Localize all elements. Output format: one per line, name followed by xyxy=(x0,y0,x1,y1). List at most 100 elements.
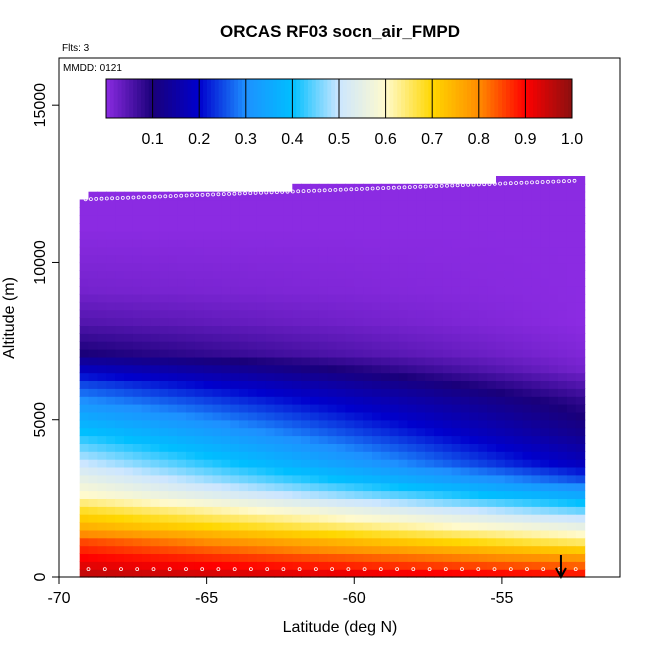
heatmap-cell xyxy=(97,207,107,216)
heatmap-cell xyxy=(442,404,453,413)
heatmap-cell xyxy=(221,364,231,374)
heatmap-cell xyxy=(372,474,382,484)
heatmap-cell xyxy=(513,569,524,578)
heatmap-cell xyxy=(230,427,240,437)
heatmap-cell xyxy=(558,380,568,389)
heatmap-cell xyxy=(177,231,187,240)
heatmap-cell xyxy=(372,325,382,334)
heatmap-cell xyxy=(265,466,276,476)
heatmap-cell xyxy=(248,301,258,311)
heatmap-cell xyxy=(558,482,568,492)
sample-point xyxy=(445,183,449,188)
heatmap-cell xyxy=(301,522,311,531)
heatmap-cell xyxy=(566,514,577,523)
heatmap-cell xyxy=(380,529,391,539)
heatmap-cell xyxy=(256,404,267,413)
heatmap-cell xyxy=(115,254,125,264)
heatmap-cell xyxy=(221,498,231,507)
heatmap-cell xyxy=(274,207,284,216)
heatmap-cell xyxy=(407,199,417,208)
heatmap-cell xyxy=(549,231,559,240)
heatmap-cell xyxy=(496,317,506,326)
heatmap-cell xyxy=(416,262,426,271)
heatmap-cell xyxy=(354,317,364,326)
heatmap-cell xyxy=(318,443,329,452)
heatmap-cell xyxy=(469,569,479,578)
heatmap-cell xyxy=(186,372,196,381)
heatmap-cell xyxy=(97,333,107,342)
heatmap-cell xyxy=(558,545,568,554)
heatmap-cell xyxy=(540,396,550,405)
heatmap-cell xyxy=(522,207,533,216)
heatmap-cell xyxy=(79,490,90,499)
heatmap-cell xyxy=(522,325,533,334)
heatmap-cell xyxy=(274,333,284,342)
heatmap-cell xyxy=(522,349,533,358)
heatmap-cell xyxy=(549,183,559,193)
heatmap-cell xyxy=(380,199,391,208)
heatmap-cell xyxy=(265,482,276,492)
heatmap-cell xyxy=(301,207,311,216)
heatmap-cell xyxy=(434,215,444,224)
heatmap-cell xyxy=(566,364,577,374)
heatmap-cell xyxy=(310,309,320,319)
heatmap-cell xyxy=(389,561,400,570)
heatmap-cell xyxy=(203,246,214,256)
chart-title: ORCAS RF03 socn_air_FMPD xyxy=(220,22,460,41)
heatmap-cell xyxy=(248,380,258,389)
heatmap-cell xyxy=(531,529,541,539)
heatmap-cell xyxy=(336,372,346,381)
heatmap-cell xyxy=(327,522,338,531)
heatmap-cell xyxy=(79,231,90,240)
heatmap-cell xyxy=(566,176,577,185)
heatmap-cell xyxy=(451,246,462,256)
heatmap-cell xyxy=(256,356,267,366)
heatmap-cell xyxy=(194,333,205,342)
heatmap-cell xyxy=(416,341,426,350)
heatmap-cell xyxy=(230,309,240,319)
heatmap-cell xyxy=(150,286,160,295)
heatmap-cell xyxy=(425,561,435,570)
heatmap-cell xyxy=(522,262,533,271)
heatmap-cell xyxy=(88,246,98,256)
heatmap-cell xyxy=(327,529,338,539)
heatmap-cell xyxy=(106,553,116,562)
heatmap-cell xyxy=(327,317,338,326)
heatmap-cell xyxy=(256,474,267,484)
heatmap-cell xyxy=(398,286,409,295)
heatmap-cell xyxy=(292,349,302,358)
sample-point xyxy=(418,184,423,189)
heatmap-cell xyxy=(106,514,116,523)
heatmap-cell xyxy=(327,231,338,240)
heatmap-cell xyxy=(558,427,568,437)
heatmap-cell xyxy=(97,372,107,381)
heatmap-cell xyxy=(380,183,391,193)
heatmap-cell xyxy=(522,396,533,405)
heatmap-cell xyxy=(425,207,435,216)
heatmap-cell xyxy=(469,498,479,507)
heatmap-cell xyxy=(265,474,276,484)
heatmap-cell xyxy=(460,435,471,444)
heatmap-cell xyxy=(345,238,355,248)
heatmap-cell xyxy=(239,372,249,381)
heatmap-cell xyxy=(256,443,267,452)
heatmap-cell xyxy=(221,522,231,531)
sample-point xyxy=(508,567,513,571)
heatmap-cell xyxy=(194,443,205,452)
heatmap-cell xyxy=(141,498,152,507)
heatmap-cell xyxy=(575,435,586,444)
heatmap-cell xyxy=(336,451,346,460)
heatmap-cell xyxy=(389,490,400,499)
heatmap-cell xyxy=(354,341,364,350)
heatmap-cell xyxy=(442,553,453,562)
heatmap-cell xyxy=(531,396,541,405)
heatmap-cell xyxy=(310,270,320,279)
heatmap-cell xyxy=(416,388,426,397)
heatmap-cell xyxy=(230,482,240,492)
heatmap-cell xyxy=(194,364,205,374)
heatmap-cell xyxy=(531,404,541,413)
heatmap-cell xyxy=(230,561,240,570)
colorbar-segment xyxy=(560,79,565,118)
heatmap-cell xyxy=(531,435,541,444)
heatmap-cell xyxy=(239,419,249,429)
